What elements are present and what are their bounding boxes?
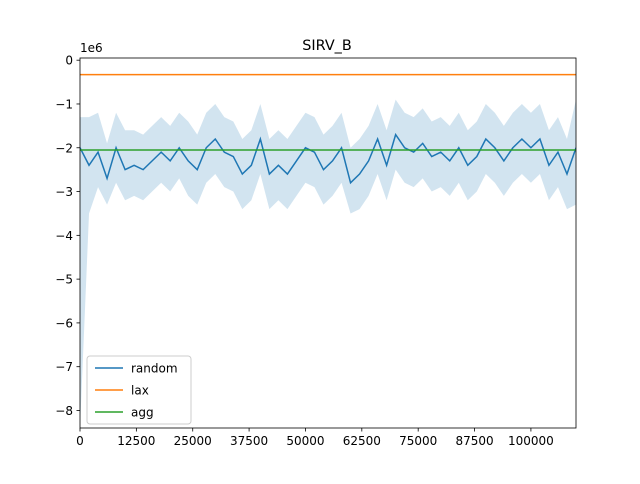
y-tick-label: −5 — [55, 273, 73, 287]
y-tick-label: −8 — [55, 404, 73, 418]
line — [80, 132, 576, 185]
x-tick-label: 25000 — [174, 434, 212, 448]
y-tick-label: −4 — [55, 229, 73, 243]
legend-label: agg — [131, 406, 154, 420]
y-tick-label: −2 — [55, 141, 73, 155]
legend-label: random — [131, 362, 178, 376]
y-tick-label: 0 — [65, 54, 73, 68]
x-tick-label: 0 — [76, 434, 84, 448]
x-tick-label: 37500 — [230, 434, 268, 448]
plot-area — [80, 73, 576, 428]
x-tick-label: 50000 — [286, 434, 324, 448]
x-tick-label: 12500 — [117, 434, 155, 448]
y-tick-label: −7 — [55, 360, 73, 374]
x-tick-label: 75000 — [399, 434, 437, 448]
legend-box — [86, 355, 192, 425]
y-tick-label: −6 — [55, 316, 73, 330]
axis-offset: 1e6 — [80, 41, 103, 55]
axes-frame — [79, 57, 577, 429]
y-tick-label: −3 — [55, 185, 73, 199]
y-tick-label: −1 — [55, 97, 73, 111]
x-tick-label: 62500 — [343, 434, 381, 448]
chart-title: SIRV_B — [302, 38, 352, 54]
x-tick-label: 100000 — [508, 434, 554, 448]
legend-label: lax — [131, 384, 149, 398]
band — [80, 99, 576, 428]
x-tick-label: 87500 — [455, 434, 493, 448]
